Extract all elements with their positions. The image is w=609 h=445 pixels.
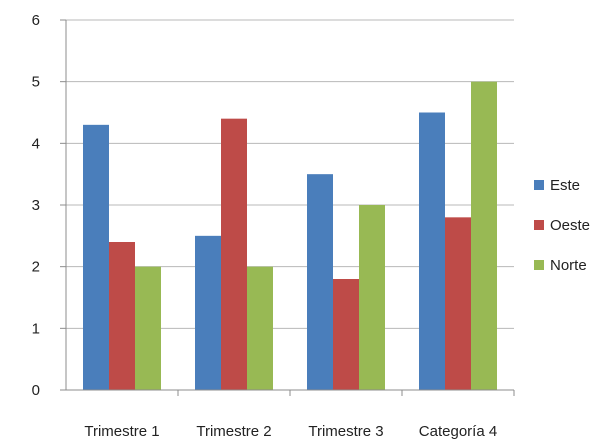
y-tick-label-0: 0 xyxy=(32,382,40,399)
y-tick-label-5: 5 xyxy=(32,74,40,91)
legend-label-oeste: Oeste xyxy=(550,217,590,234)
bar-norte-3 xyxy=(359,205,385,390)
bar-norte-1 xyxy=(135,266,161,390)
y-tick-label-4: 4 xyxy=(32,135,40,152)
axes xyxy=(60,19,515,396)
y-tick-label-2: 2 xyxy=(32,259,40,276)
legend-swatch-oeste xyxy=(534,220,544,230)
bar-group xyxy=(83,81,497,391)
x-category-label-3: Trimestre 3 xyxy=(308,423,383,440)
legend: Este Oeste Norte xyxy=(534,177,590,274)
y-tick-label-1: 1 xyxy=(32,320,40,337)
bar-oeste-3 xyxy=(333,279,359,390)
bar-este-1 xyxy=(83,124,109,390)
bar-oeste-4 xyxy=(445,217,471,390)
y-tick-labels: 0 1 2 3 4 5 6 xyxy=(32,12,40,399)
bar-este-4 xyxy=(419,112,445,390)
x-category-label-1: Trimestre 1 xyxy=(84,423,159,440)
y-tick-label-3: 3 xyxy=(32,197,40,214)
legend-label-este: Este xyxy=(550,177,580,194)
bar-norte-2 xyxy=(247,266,273,390)
bar-oeste-2 xyxy=(221,118,247,391)
bar-este-2 xyxy=(195,235,221,390)
legend-label-norte: Norte xyxy=(550,257,587,274)
x-category-label-4: Categoría 4 xyxy=(419,423,497,440)
bar-norte-4 xyxy=(471,81,497,391)
legend-swatch-este xyxy=(534,180,544,190)
legend-swatch-norte xyxy=(534,260,544,270)
bar-oeste-1 xyxy=(109,242,135,390)
bar-este-3 xyxy=(307,174,333,390)
x-category-labels: Trimestre 1 Trimestre 2 Trimestre 3 Categor… xyxy=(84,423,497,440)
y-tick-label-6: 6 xyxy=(32,12,40,29)
x-category-label-2: Trimestre 2 xyxy=(196,423,271,440)
